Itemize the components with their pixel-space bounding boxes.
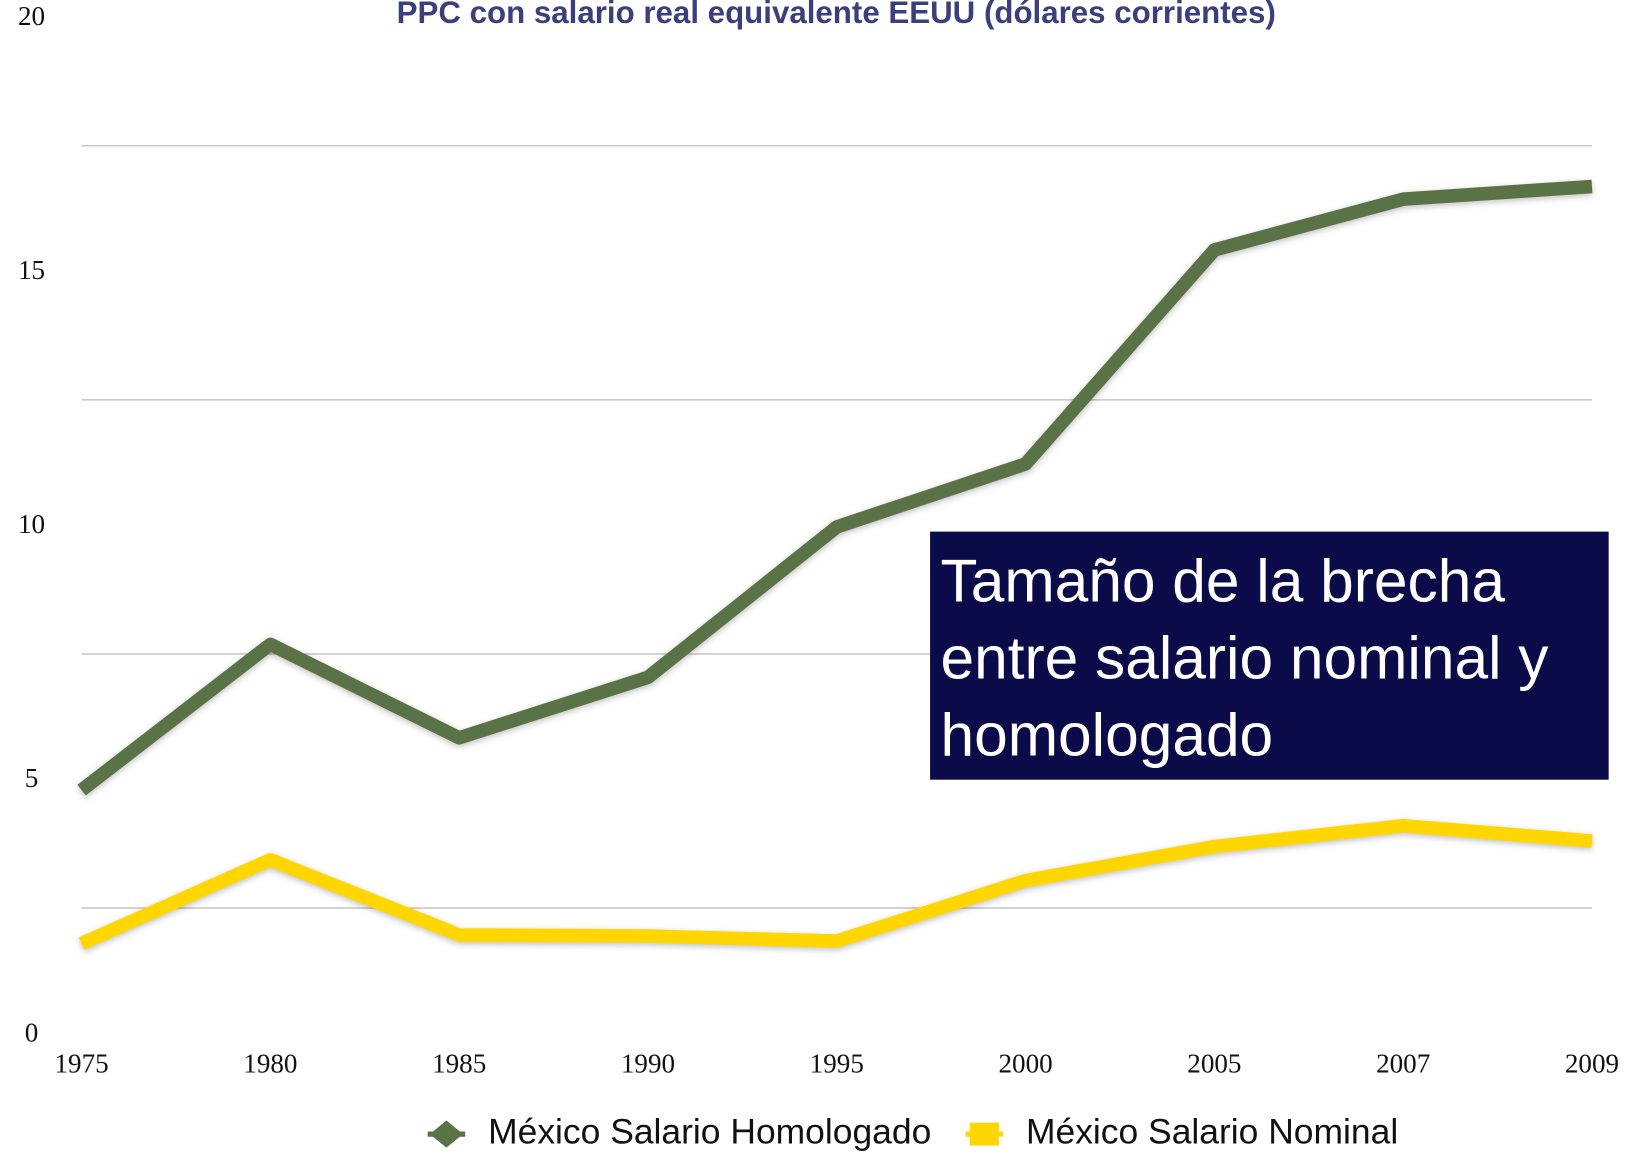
y-tick-label: 20 [18,1,45,31]
legend-label: México Salario Homologado [488,1111,931,1151]
x-tick-label: 1995 [810,1049,864,1079]
x-tick-label: 1980 [243,1049,297,1079]
annotation-text: entre salario nominal y [941,624,1550,692]
x-tick-label: 1985 [432,1049,486,1079]
annotation: Tamaño de la brecha entre salario nominal… [930,531,1609,780]
annotation-text: homologado [941,701,1274,769]
x-tick-label: 2005 [1187,1049,1241,1079]
x-tick-label: 2007 [1376,1049,1430,1079]
y-tick-label: 5 [25,763,39,793]
chart-title: PPC con salario real equivalente EEUU (d… [397,0,1276,30]
x-tick-label: 1975 [54,1049,108,1079]
x-tick-label: 1990 [621,1049,675,1079]
x-tick-label: 2000 [998,1049,1052,1079]
y-tick-label: 0 [25,1017,39,1047]
y-tick-label: 15 [18,255,45,285]
annotation-text: Tamaño de la brecha [941,546,1506,614]
x-tick-label: 2009 [1565,1049,1619,1079]
legend-label: México Salario Nominal [1026,1111,1398,1151]
y-tick-label: 10 [18,509,45,539]
line-series [77,179,1593,796]
annotation-box [930,531,1609,780]
line-series [78,818,1593,950]
